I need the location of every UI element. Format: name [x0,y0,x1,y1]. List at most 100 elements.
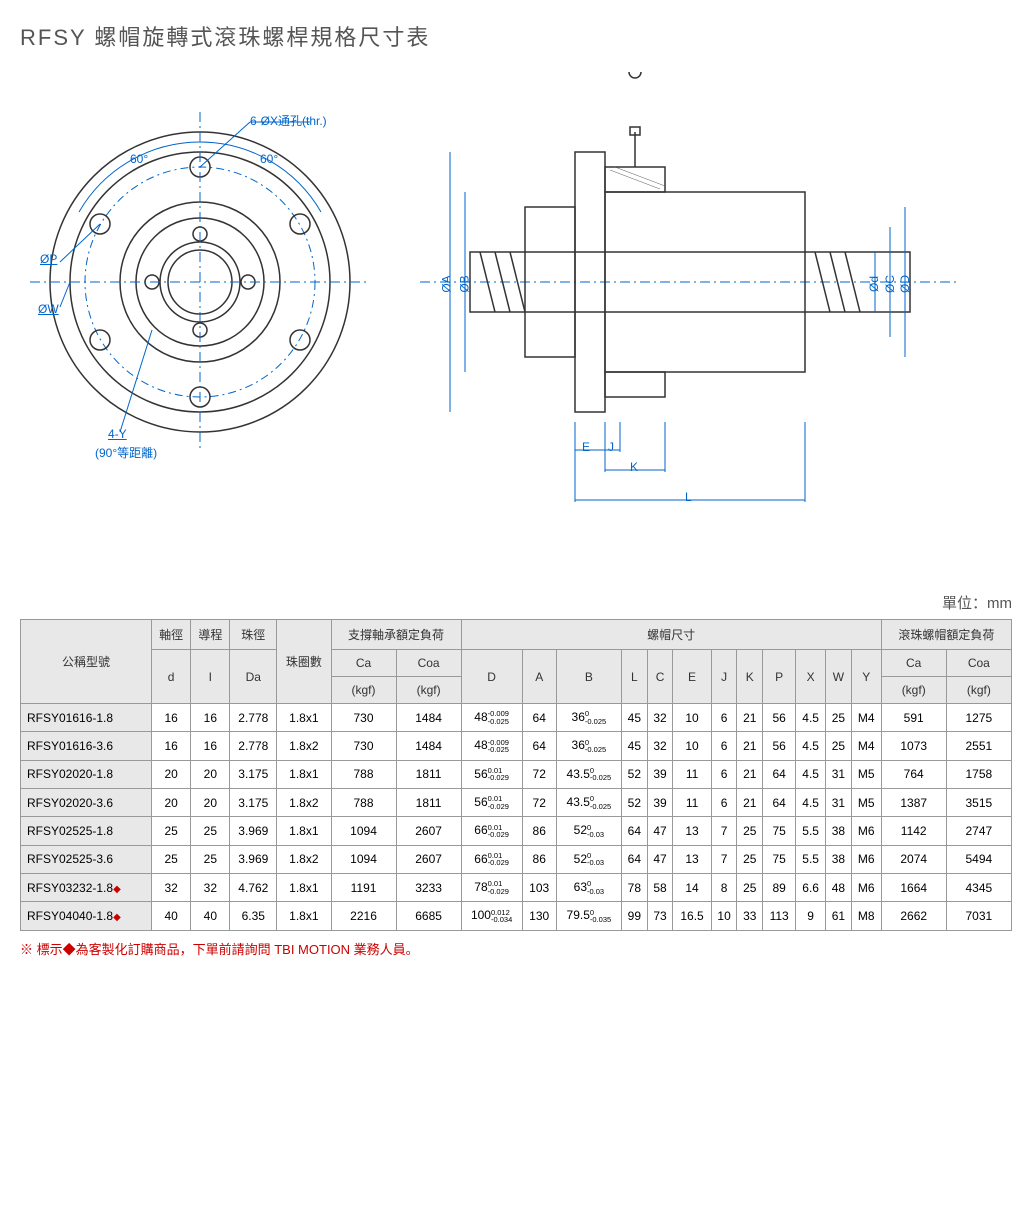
th-nCoa: Coa [946,650,1011,677]
cell-d: 20 [152,760,191,788]
cell-D: 48-0.009-0.025 [461,704,522,732]
cell-P: 64 [763,788,796,816]
th-nCa: Ca [881,650,946,677]
cell-d: 40 [152,902,191,930]
label-j: J [608,440,614,454]
th-ball: 珠徑 [230,620,277,650]
unit-label: 單位：mm [20,592,1012,613]
th-X: X [796,650,826,704]
th-Y: Y [851,650,881,704]
cell-nCa: 1664 [881,873,946,901]
cell-B: 43.50-0.025 [556,760,621,788]
table-row: RFSY03232-1.8◆ 32 32 4.762 1.8x1 1191 32… [21,873,1012,901]
cell-P: 75 [763,845,796,873]
th-model: 公稱型號 [21,620,152,704]
cell-model: RFSY04040-1.8◆ [21,902,152,930]
th-Ca: Ca [331,650,396,677]
cell-model: RFSY01616-3.6 [21,732,152,760]
label-k: K [630,460,638,474]
cell-Y: M6 [851,873,881,901]
th-I: I [191,650,230,704]
cell-C: 47 [647,845,673,873]
label-l: L [685,490,692,504]
cell-K: 25 [737,845,763,873]
cell-model: RFSY01616-1.8 [21,704,152,732]
cell-L: 52 [621,788,647,816]
cell-K: 21 [737,760,763,788]
cell-I: 25 [191,817,230,845]
cell-I: 16 [191,704,230,732]
cell-model: RFSY02020-3.6 [21,788,152,816]
cell-Da: 3.175 [230,788,277,816]
cell-X: 4.5 [796,704,826,732]
th-P: P [763,650,796,704]
th-Ca-u: (kgf) [331,677,396,704]
cell-P: 89 [763,873,796,901]
cell-D: 1000.012-0.034 [461,902,522,930]
cell-X: 6.6 [796,873,826,901]
cell-W: 25 [826,704,852,732]
label-ob: ØB [458,275,472,292]
th-lead: 導程 [191,620,230,650]
cell-Y: M4 [851,704,881,732]
th-circuits: 珠圈數 [277,620,331,704]
cell-L: 99 [621,902,647,930]
cell-A: 72 [522,788,556,816]
cell-model: RFSY02020-1.8 [21,760,152,788]
th-K: K [737,650,763,704]
cell-J: 7 [711,845,737,873]
cell-cir: 1.8x1 [277,817,331,845]
cell-cir: 1.8x1 [277,704,331,732]
cell-Ca: 2216 [331,902,396,930]
cell-nCoa: 2747 [946,817,1011,845]
cell-nCa: 1142 [881,817,946,845]
cell-C: 39 [647,760,673,788]
label-e: E [582,440,590,454]
cell-L: 52 [621,760,647,788]
cell-cir: 1.8x1 [277,760,331,788]
table-row: RFSY02020-1.8 20 20 3.175 1.8x1 788 1811… [21,760,1012,788]
th-E: E [673,650,711,704]
cell-B: 79.50-0.035 [556,902,621,930]
label-ow: ØW [38,302,59,316]
cell-model: RFSY02525-3.6 [21,845,152,873]
cell-Da: 3.969 [230,845,277,873]
label-od2: Ød [867,276,881,292]
cell-L: 45 [621,704,647,732]
cell-nCoa: 4345 [946,873,1011,901]
cell-E: 10 [673,704,711,732]
table-row: RFSY02525-1.8 25 25 3.969 1.8x1 1094 260… [21,817,1012,845]
cell-Da: 2.778 [230,732,277,760]
cell-K: 21 [737,788,763,816]
cell-W: 38 [826,845,852,873]
cell-A: 103 [522,873,556,901]
cell-nCa: 591 [881,704,946,732]
label-4y: 4-Y [108,427,127,441]
cell-L: 64 [621,817,647,845]
cell-P: 56 [763,704,796,732]
cell-J: 6 [711,788,737,816]
cell-Coa: 1484 [396,732,461,760]
cell-C: 39 [647,788,673,816]
cell-Coa: 1811 [396,760,461,788]
cell-Y: M6 [851,845,881,873]
cell-D: 660.01-0.029 [461,845,522,873]
cell-E: 13 [673,845,711,873]
cell-B: 630-0.03 [556,873,621,901]
cell-Ca: 1191 [331,873,396,901]
label-oc: ØC [883,275,897,293]
th-bearing: 支撐軸承額定負荷 [331,620,461,650]
th-W: W [826,650,852,704]
cell-L: 64 [621,845,647,873]
table-row: RFSY01616-3.6 16 16 2.778 1.8x2 730 1484… [21,732,1012,760]
cell-Y: M5 [851,788,881,816]
cell-A: 86 [522,845,556,873]
cell-nCa: 2662 [881,902,946,930]
label-60a: 60° [130,152,148,166]
label-equidist: (90°等距離) [95,444,157,461]
cell-A: 64 [522,732,556,760]
th-nCa-u: (kgf) [881,677,946,704]
cell-Ca: 1094 [331,845,396,873]
cell-P: 56 [763,732,796,760]
cell-Da: 4.762 [230,873,277,901]
